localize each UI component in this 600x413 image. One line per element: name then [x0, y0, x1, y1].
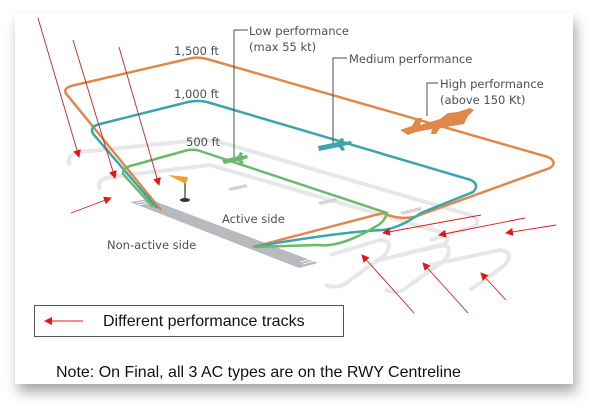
altitude-500-label: 500 ft [186, 135, 220, 149]
legend-box: Different performance tracks [34, 305, 344, 337]
low-performance-label: Low performance [249, 24, 349, 38]
legend-label: Different performance tracks [103, 313, 305, 330]
active-side-label: Active side [222, 212, 285, 226]
red-arrow-icon [44, 317, 83, 325]
red-arrow-icon [70, 196, 112, 214]
runway-markings [135, 200, 315, 265]
red-arrow-icon [422, 262, 469, 314]
ghost-circuits [66, 137, 511, 294]
low-performance-aircraft-icon [222, 152, 248, 164]
high-performance-track [63, 56, 555, 249]
low-performance-speed: (max 55 kt) [249, 40, 316, 54]
callout-leaders [233, 29, 438, 157]
non-active-side-label: Non-active side [107, 238, 196, 252]
performance-track-arrows [37, 17, 557, 314]
high-performance-label: High performance [440, 77, 544, 91]
low-performance-track [121, 148, 389, 249]
high-performance-aircraft-icon [400, 108, 474, 135]
high-performance-speed: (above 150 Kt) [440, 93, 526, 107]
red-arrow-icon [118, 46, 161, 186]
medium-performance-label: Medium performance [349, 52, 472, 66]
medium-performance-aircraft-icon [318, 138, 352, 151]
windsock-icon [168, 175, 190, 202]
red-arrow-icon [72, 39, 117, 179]
red-arrow-icon [37, 17, 81, 158]
ghost-aircraft [228, 184, 422, 215]
red-arrow-icon [505, 224, 557, 236]
red-arrow-icon [361, 254, 415, 314]
runway [130, 199, 318, 268]
red-arrow-icon [382, 214, 482, 236]
red-arrow-icon [480, 272, 507, 301]
note-text: Note: On Final, all 3 AC types are on th… [56, 364, 461, 381]
altitude-1000-label: 1,000 ft [174, 87, 219, 101]
altitude-1500-label: 1,500 ft [174, 44, 219, 58]
red-arrow-icon [438, 217, 526, 238]
